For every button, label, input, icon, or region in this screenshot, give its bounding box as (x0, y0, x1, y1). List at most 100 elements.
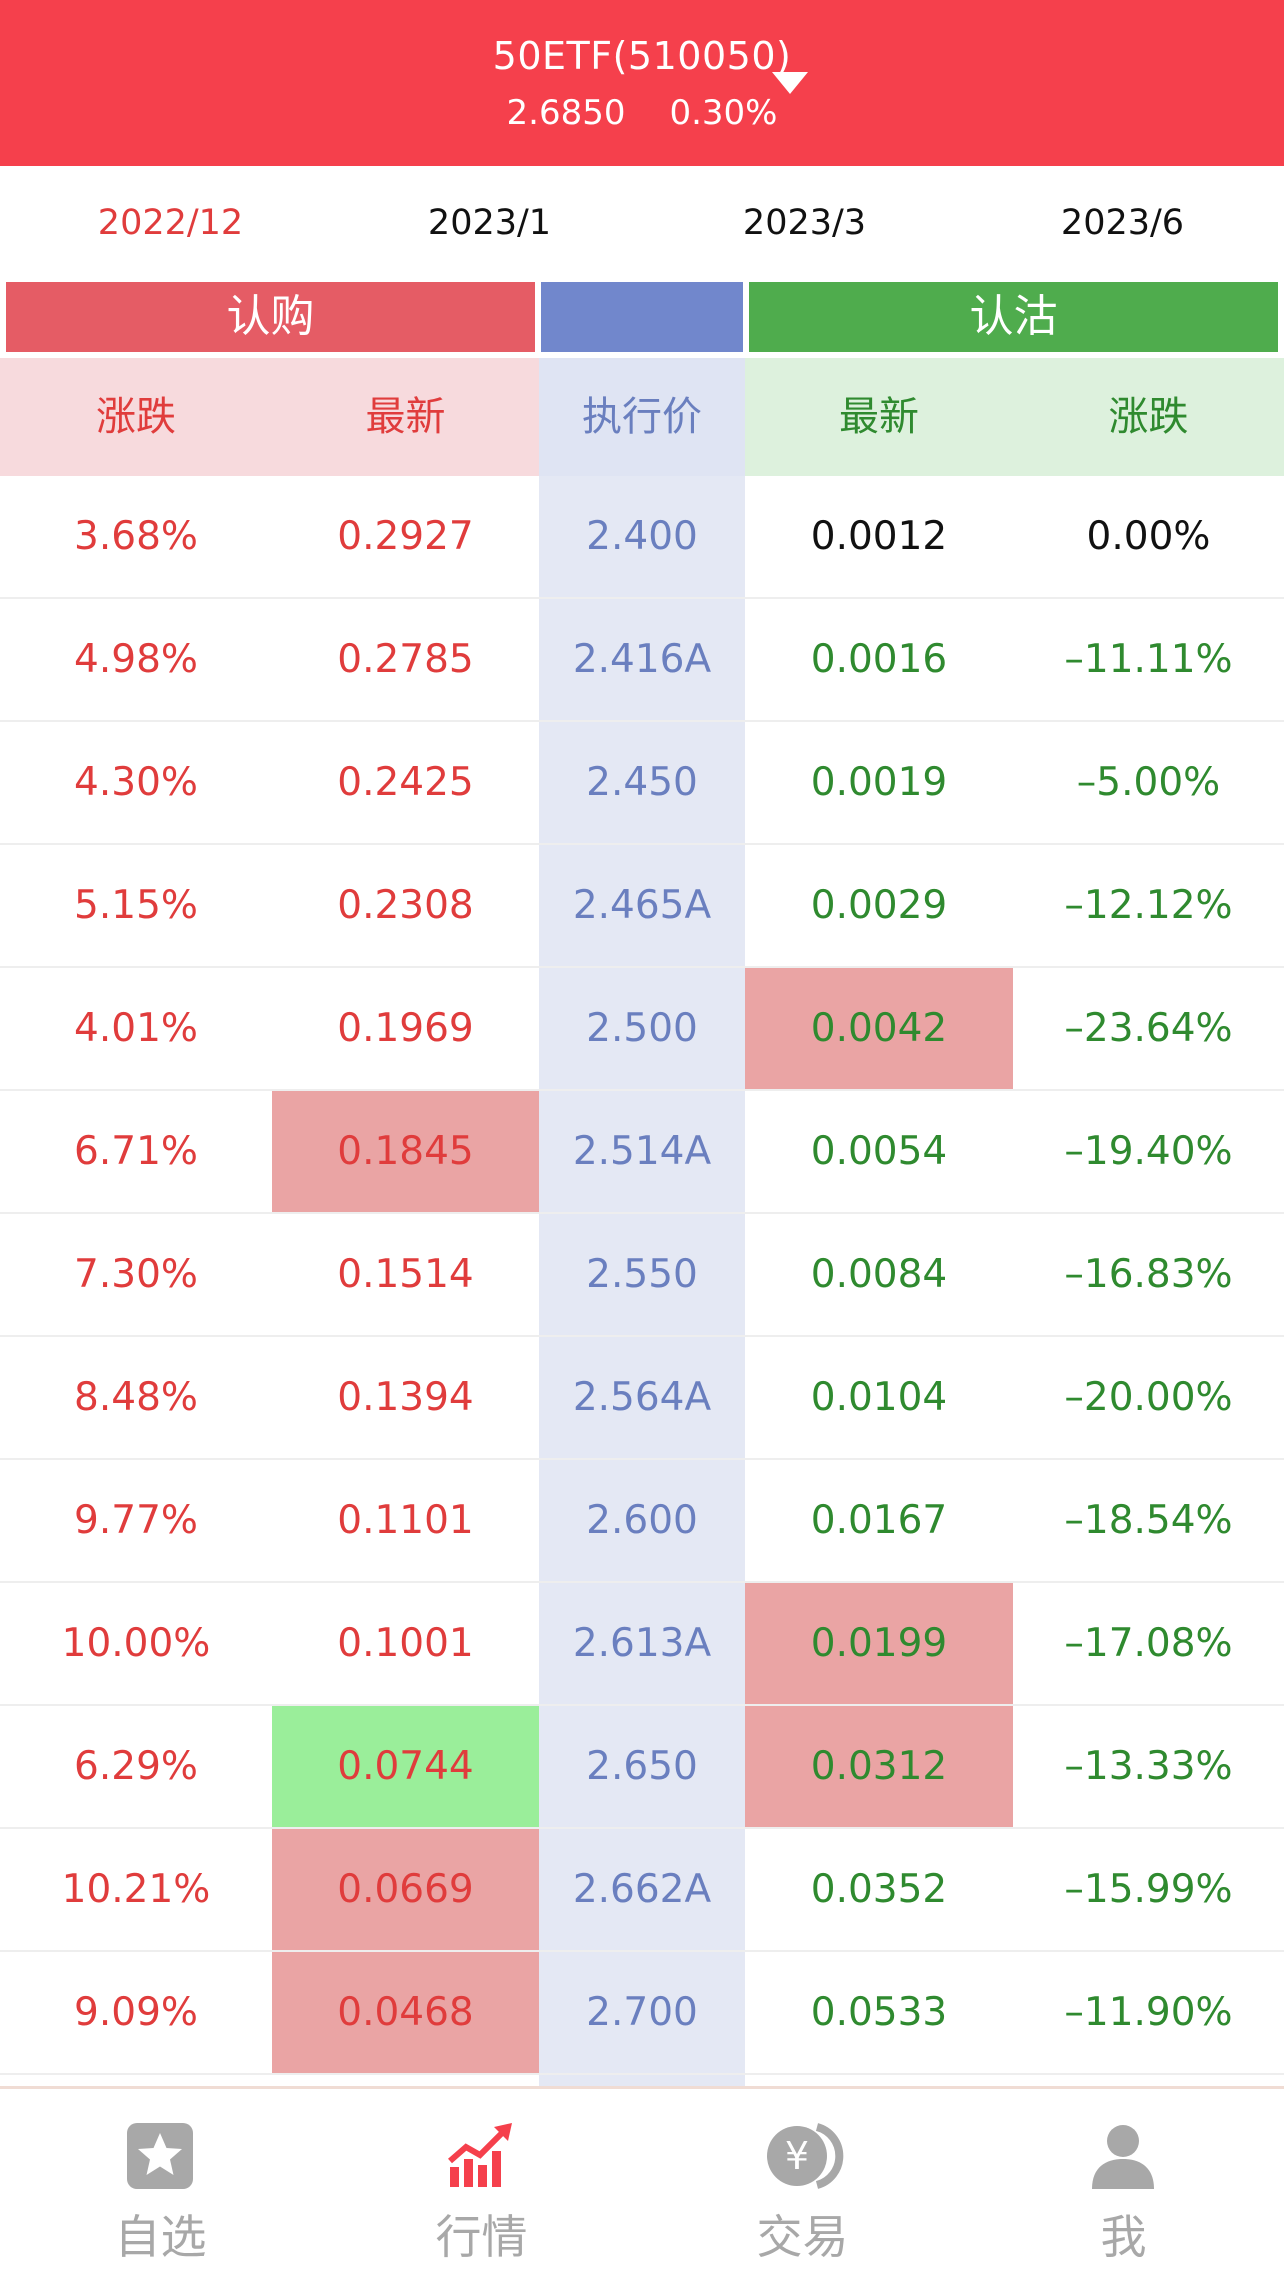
put-change-cell: 0.00% (1086, 514, 1211, 559)
underlying-title: 50ETF(510050) (492, 34, 792, 78)
put-change-cell: –17.08% (1064, 1621, 1233, 1666)
strike-cell: 2.662A (572, 1867, 712, 1912)
call-latest-cell: 0.2785 (337, 637, 474, 682)
put-latest-cell: 0.0054 (810, 1129, 948, 1174)
table-row[interactable]: 9.77% 0.1101 2.600 0.0167 –18.54% (0, 1460, 1284, 1583)
nav-label-me: 我 (1100, 2210, 1147, 2264)
put-change-cell: –23.64% (1064, 1006, 1233, 1051)
call-change-cell: 8.48% (74, 1375, 198, 1420)
call-change-cell: 9.77% (74, 1498, 198, 1543)
put-latest-cell: 0.0104 (810, 1375, 948, 1420)
underlying-header[interactable]: 50ETF(510050) 2.6850 0.30% (0, 0, 1284, 166)
put-change-cell: –11.90% (1064, 1990, 1233, 2035)
put-latest-header[interactable]: 最新 (745, 358, 1013, 476)
put-latest-cell: 0.0533 (810, 1990, 948, 2035)
option-chain-table: 3.68% 0.2927 2.400 0.0012 0.00% 4.98% 0.… (0, 476, 1284, 2075)
nav-item-me[interactable]: 我 (963, 2089, 1284, 2278)
yen-icon: ¥ (767, 2123, 844, 2189)
nav-item-watchlist[interactable]: 自选 (0, 2089, 321, 2278)
call-latest-cell: 0.2308 (337, 883, 474, 928)
tab-expiry-2022-12[interactable]: 2022/12 (97, 203, 244, 243)
tab-expiry-2023-3[interactable]: 2023/3 (742, 203, 867, 243)
user-icon (1092, 2125, 1154, 2189)
nav-item-trade[interactable]: ¥ 交易 (642, 2089, 963, 2278)
put-change-cell: –11.11% (1064, 637, 1233, 682)
table-row[interactable]: 9.09% 0.0468 2.700 0.0533 –11.90% (0, 1952, 1284, 2075)
put-change-cell: –18.54% (1064, 1498, 1233, 1543)
put-latest-cell: 0.0042 (745, 968, 1013, 1089)
underlying-change: 0.30% (669, 93, 778, 133)
table-row[interactable]: 4.98% 0.2785 2.416A 0.0016 –11.11% (0, 599, 1284, 722)
nav-label-trade: 交易 (756, 2210, 849, 2264)
call-latest-cell: 0.1514 (337, 1252, 474, 1297)
table-row[interactable]: 10.21% 0.0669 2.662A 0.0352 –15.99% (0, 1829, 1284, 1952)
call-change-cell: 3.68% (74, 514, 198, 559)
put-change-cell: –20.00% (1064, 1375, 1233, 1420)
bottom-nav: 自选 行情 ¥ 交易 我 (0, 2086, 1284, 2278)
table-row[interactable]: 4.01% 0.1969 2.500 0.0042 –23.64% (0, 968, 1284, 1091)
table-row[interactable]: 6.71% 0.1845 2.514A 0.0054 –19.40% (0, 1091, 1284, 1214)
call-section-header: 认购 (6, 282, 535, 352)
strike-cell: 2.564A (572, 1375, 712, 1420)
put-latest-cell: 0.0029 (810, 883, 948, 928)
call-change-cell: 9.09% (74, 1990, 198, 2035)
call-latest-cell: 0.2425 (337, 760, 474, 805)
strike-cell: 2.465A (572, 883, 712, 928)
nav-label-market: 行情 (435, 2210, 528, 2264)
strike-header[interactable]: 执行价 (539, 358, 745, 476)
nav-item-market[interactable]: 行情 (321, 2089, 642, 2278)
underlying-price: 2.6850 (506, 93, 626, 133)
put-latest-cell: 0.0084 (810, 1252, 948, 1297)
put-latest-cell: 0.0199 (745, 1583, 1013, 1704)
tab-expiry-2023-1[interactable]: 2023/1 (427, 203, 552, 243)
call-change-cell: 4.01% (74, 1006, 198, 1051)
call-change-cell: 6.29% (74, 1744, 198, 1789)
strike-cell: 2.450 (586, 760, 698, 805)
call-latest-cell: 0.2927 (337, 514, 474, 559)
table-row[interactable]: 3.68% 0.2927 2.400 0.0012 0.00% (0, 476, 1284, 599)
chart-icon (448, 2123, 512, 2187)
strike-cell: 2.550 (586, 1252, 698, 1297)
table-row[interactable]: 8.48% 0.1394 2.564A 0.0104 –20.00% (0, 1337, 1284, 1460)
put-change-cell: –5.00% (1076, 760, 1221, 805)
put-latest-cell: 0.0312 (745, 1706, 1013, 1827)
call-change-cell: 4.98% (74, 637, 198, 682)
call-latest-header[interactable]: 最新 (272, 358, 539, 476)
put-latest-cell: 0.0352 (810, 1867, 948, 1912)
strike-column-background (539, 476, 745, 2086)
underlying-quote: 2.6850 0.30% (0, 88, 1284, 138)
strike-cell: 2.613A (572, 1621, 712, 1666)
put-latest-cell: 0.0167 (810, 1498, 948, 1543)
call-latest-cell: 0.1101 (337, 1498, 474, 1543)
call-change-cell: 10.00% (61, 1621, 211, 1666)
call-latest-cell: 0.1394 (337, 1375, 474, 1420)
strike-cell: 2.514A (572, 1129, 712, 1174)
table-row[interactable]: 5.15% 0.2308 2.465A 0.0029 –12.12% (0, 845, 1284, 968)
put-section-header: 认沽 (749, 282, 1278, 352)
tab-expiry-2023-6[interactable]: 2023/6 (1060, 203, 1185, 243)
call-change-cell: 10.21% (61, 1867, 211, 1912)
call-latest-cell: 0.0669 (272, 1829, 539, 1950)
put-change-header[interactable]: 涨跌 (1013, 358, 1284, 476)
strike-section-header (541, 282, 743, 352)
strike-cell: 2.650 (586, 1744, 698, 1789)
expiry-tabs: 2022/12 2023/1 2023/3 2023/6 (0, 166, 1284, 280)
table-row[interactable]: 4.30% 0.2425 2.450 0.0019 –5.00% (0, 722, 1284, 845)
put-change-cell: –19.40% (1064, 1129, 1233, 1174)
table-row[interactable]: 10.00% 0.1001 2.613A 0.0199 –17.08% (0, 1583, 1284, 1706)
strike-cell: 2.700 (586, 1990, 698, 2035)
star-icon (127, 2123, 193, 2189)
caret-down-icon[interactable] (772, 72, 808, 94)
call-latest-cell: 0.1001 (337, 1621, 474, 1666)
put-change-cell: –16.83% (1064, 1252, 1233, 1297)
table-row[interactable]: 7.30% 0.1514 2.550 0.0084 –16.83% (0, 1214, 1284, 1337)
put-change-cell: –12.12% (1064, 883, 1233, 928)
strike-cell: 2.416A (572, 637, 712, 682)
call-change-header[interactable]: 涨跌 (0, 358, 272, 476)
strike-cell: 2.500 (586, 1006, 698, 1051)
nav-label-watchlist: 自选 (114, 2210, 207, 2264)
svg-text:¥: ¥ (785, 2134, 809, 2178)
table-row[interactable]: 6.29% 0.0744 2.650 0.0312 –13.33% (0, 1706, 1284, 1829)
call-change-cell: 7.30% (74, 1252, 198, 1297)
